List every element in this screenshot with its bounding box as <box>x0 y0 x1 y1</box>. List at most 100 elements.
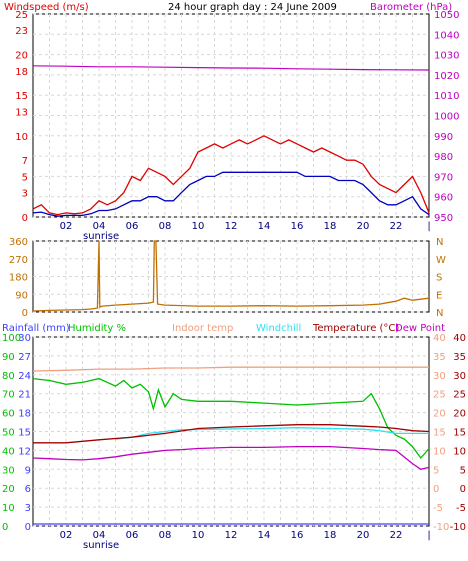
windspeed-tick-label: 23 <box>15 26 28 37</box>
humidity-tick-label: 10 <box>2 503 15 514</box>
temperature-tick-label-outer: 30 <box>453 371 466 382</box>
x-tick-label: 08 <box>159 221 172 232</box>
windspeed-tick-label: 0 <box>22 213 28 224</box>
barometer-tick-labels: 950 960 970 980 990 1000 1010 1020 1030 1040 1050 <box>434 10 459 224</box>
x-tick-label: | <box>427 221 430 232</box>
legend-item: Humidity % <box>68 323 126 334</box>
temperature-tick-label-inner: 5 <box>433 465 439 476</box>
series-group <box>32 366 430 525</box>
barometer-tick-label: 970 <box>434 172 453 183</box>
temperature-tick-label-inner: 40 <box>433 333 446 344</box>
temperature-tick-label-outer: 25 <box>453 390 466 401</box>
x-tick-label: 16 <box>291 221 304 232</box>
legend-item: Rainfall (mm) <box>2 323 70 334</box>
temperature-tick-label-outer: 20 <box>453 409 466 420</box>
humidity-tick-label: 30 <box>2 465 15 476</box>
temperature-tick-label-inner: 30 <box>433 371 446 382</box>
rainfall-tick-label: 27 <box>18 352 31 363</box>
temperature-tick-label-outer: -5 <box>456 503 466 514</box>
x-tick-label: 22 <box>390 221 403 232</box>
windspeed-tick-label: 13 <box>15 107 28 118</box>
legend: Rainfall (mm)Humidity % Indoor temp Windch… <box>2 323 445 334</box>
grid <box>33 13 429 218</box>
x-tick-label: 14 <box>258 530 271 541</box>
legend-item: Dew Point <box>395 323 445 334</box>
humidity-tick-label: 0 <box>2 522 8 533</box>
x-tick-label: 18 <box>324 221 337 232</box>
series-barometer <box>32 65 430 71</box>
barometer-tick-label: 950 <box>434 213 453 224</box>
direction-tick-label: 0 <box>22 308 28 319</box>
barometer-tick-label: 1010 <box>434 91 459 102</box>
rainfall-tick-label: 30 <box>18 333 31 344</box>
series-dewpoint <box>32 445 430 470</box>
humidity-tick-label: 40 <box>2 446 15 457</box>
rainfall-tick-label: 24 <box>18 371 31 382</box>
series-direction <box>32 240 430 312</box>
x-tick-label: 22 <box>390 530 403 541</box>
direction-tick-label: 270 <box>9 255 28 266</box>
windspeed-axis-title: Windspeed (m/s) <box>4 2 89 13</box>
compass-tick-label: S <box>436 273 442 284</box>
series-average <box>32 171 430 217</box>
temperature-tick-label-inner: 10 <box>433 446 446 457</box>
rainfall-tick-label: 15 <box>18 428 31 439</box>
temperature-tick-label-outer: 5 <box>460 465 466 476</box>
barometer-tick-label: 1000 <box>434 112 459 123</box>
temperature-tick-label-outer: 40 <box>453 333 466 344</box>
compass-tick-label: E <box>436 290 442 301</box>
x-tick-label: 04 <box>93 530 106 541</box>
temperature-tick-label-inner: -10 <box>433 522 449 533</box>
barometer-tick-label: 990 <box>434 132 453 143</box>
barometer-tick-label: 1020 <box>434 71 459 82</box>
direction-tick-label: 180 <box>9 273 28 284</box>
temperature-tick-label-outer: 10 <box>453 446 466 457</box>
x-tick-label: 20 <box>357 530 370 541</box>
temperature-tick-label-outer: 15 <box>453 428 466 439</box>
series-indoor <box>32 366 429 372</box>
rainfall-tick-label: 6 <box>25 484 31 495</box>
x-tick-label: 16 <box>291 530 304 541</box>
series-group <box>32 240 430 312</box>
temperature-tick-label-inner: 0 <box>433 484 439 495</box>
compass-tick-label: N <box>436 308 443 319</box>
rainfall-tick-label: 12 <box>18 446 31 457</box>
barometer-tick-label: 1050 <box>434 10 459 21</box>
sunrise-label-1: sunrise <box>83 231 119 242</box>
temperature-tick-label-inner: 35 <box>433 352 446 363</box>
temperature-tick-labels-inner: -10 -5 0 5 10 15 20 25 30 35 40 <box>433 333 449 533</box>
windspeed-tick-label: 18 <box>15 67 28 78</box>
direction-tick-label: 360 <box>9 237 28 248</box>
humidity-tick-label: 20 <box>2 484 15 495</box>
barometer-tick-label: 980 <box>434 152 453 163</box>
time-tick-labels: 02 04 06 08 10 12 14 16 18 20 22 | <box>60 221 431 232</box>
legend-item: Indoor temp <box>172 323 233 334</box>
windspeed-tick-label: 10 <box>15 132 28 143</box>
series-group <box>32 65 430 217</box>
barometer-axis-title: Barometer (hPa) <box>370 2 452 13</box>
chart-title: 24 hour graph day : 24 June 2009 <box>168 2 337 13</box>
direction-tick-label: 90 <box>15 290 28 301</box>
windspeed-tick-label: 5 <box>22 172 28 183</box>
legend-item: Windchill <box>256 323 301 334</box>
series-gust <box>32 135 430 216</box>
x-tick-label: 10 <box>192 530 205 541</box>
legend-item: Temperature (°C) <box>312 323 399 334</box>
x-tick-label: 02 <box>60 530 73 541</box>
x-tick-label: 10 <box>192 221 205 232</box>
direction-degree-labels: 0 90 180 270 360 <box>9 237 28 319</box>
x-tick-label: 14 <box>258 221 271 232</box>
windspeed-tick-label: 20 <box>15 51 28 62</box>
humidity-tick-label: 50 <box>2 428 15 439</box>
barometer-tick-label: 1040 <box>434 30 459 41</box>
windspeed-tick-label: 15 <box>15 91 28 102</box>
x-tick-label: 12 <box>225 530 238 541</box>
panel-windspeed-barometer: 0 3 5 7 10 13 15 18 20 23 25 950 960 970 980 990 1000 10… <box>15 10 459 232</box>
x-tick-label: 08 <box>159 530 172 541</box>
rainfall-tick-labels: 0 3 6 9 12 15 18 21 24 27 30 <box>18 333 31 533</box>
humidity-tick-label: 90 <box>2 352 15 363</box>
x-tick-label: 06 <box>126 221 139 232</box>
